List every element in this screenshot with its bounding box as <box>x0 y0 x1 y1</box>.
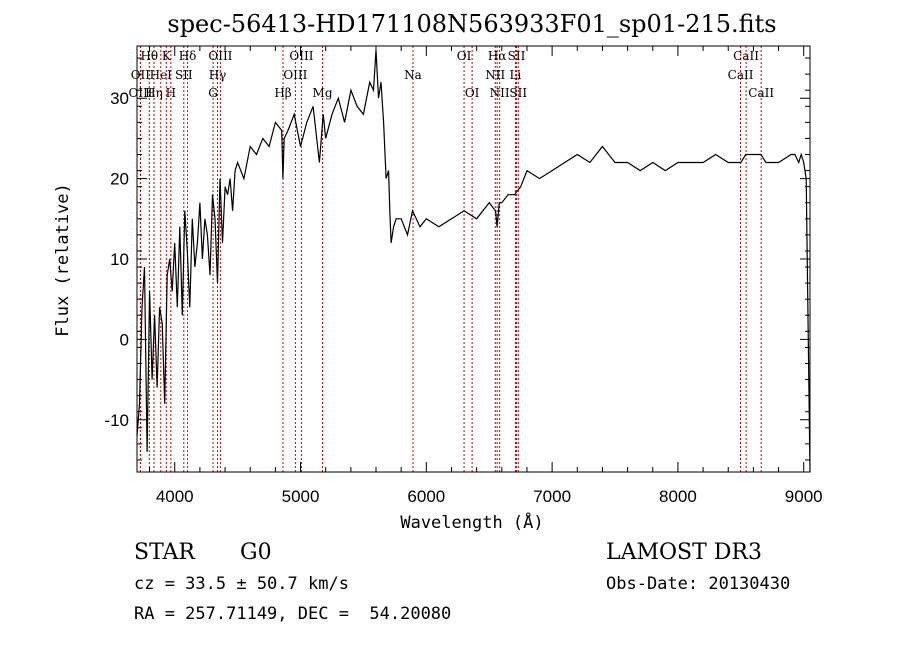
x-tick-label: 7000 <box>533 487 571 506</box>
y-tick-label: 10 <box>110 250 129 269</box>
line-marker-label: G <box>208 86 218 100</box>
chart-title: spec-56413-HD171108N563933F01_sp01-215.f… <box>167 10 776 38</box>
line-marker-label: Mg <box>313 86 333 100</box>
emission-line-labels: HθOIIOIIIHηHeIKHSIIHδGHγOIIIHβOIIIOIIIMg… <box>128 49 774 100</box>
line-marker-label: Li <box>509 68 521 82</box>
x-axis-label: Wavelength (Å) <box>400 511 543 533</box>
y-axis-label: Flux (relative) <box>53 183 73 337</box>
line-marker-label: OII <box>131 68 151 82</box>
object-subclass: G0 <box>240 540 272 565</box>
line-marker-label: NII <box>485 68 505 82</box>
object-class: STAR <box>134 540 195 565</box>
line-marker-label: OI <box>465 86 480 100</box>
y-tick-label: 20 <box>110 170 129 189</box>
line-marker-label: OIII <box>128 86 152 100</box>
plot-frame <box>136 45 811 473</box>
line-marker-label: K <box>162 49 172 63</box>
y-axis-ticks: -10 0 10 20 30 <box>104 57 810 461</box>
line-marker-label: Hγ <box>209 68 227 82</box>
x-tick-label: 8000 <box>659 487 697 506</box>
line-marker-label: Hη <box>145 86 163 100</box>
y-tick-label: -10 <box>104 411 129 430</box>
y-tick-label: 0 <box>120 330 129 349</box>
line-marker-label: CaII <box>733 49 759 63</box>
line-marker-label: NII <box>490 86 510 100</box>
line-marker-label: Na <box>404 68 422 82</box>
line-marker-label: H <box>166 86 176 100</box>
line-marker-label: CaII <box>748 86 774 100</box>
x-tick-label: 6000 <box>407 487 445 506</box>
x-axis-ticks: 4000 5000 6000 7000 8000 9000 <box>149 46 823 506</box>
line-marker-label: OIII <box>289 49 313 63</box>
line-marker-label: SII <box>509 86 527 100</box>
line-marker-label: CaII <box>728 68 754 82</box>
spectrum-line <box>136 49 811 473</box>
x-tick-label: 5000 <box>282 487 320 506</box>
redshift-text: cz = 33.5 ± 50.7 km/s <box>134 574 349 594</box>
survey-name: LAMOST DR3 <box>606 540 762 565</box>
line-marker-label: Hδ <box>179 49 197 63</box>
emission-line-markers <box>139 46 762 472</box>
line-marker-label: Hα <box>488 49 507 63</box>
line-marker-label: SII <box>175 68 193 82</box>
line-marker-label: Hθ <box>140 49 158 63</box>
x-tick-label: 9000 <box>785 487 823 506</box>
y-tick-label: 30 <box>110 89 129 108</box>
x-tick-label: 4000 <box>156 487 194 506</box>
line-marker-label: OI <box>457 49 472 63</box>
coordinates-text: RA = 257.71149, DEC = 54.20080 <box>134 604 452 624</box>
line-marker-label: HeI <box>150 68 173 82</box>
line-marker-label: SII <box>508 49 526 63</box>
line-marker-label: Hβ <box>274 86 291 100</box>
obs-date-text: Obs-Date: 20130430 <box>606 574 791 594</box>
line-marker-label: OIII <box>208 49 232 63</box>
line-marker-label: OIII <box>283 68 307 82</box>
